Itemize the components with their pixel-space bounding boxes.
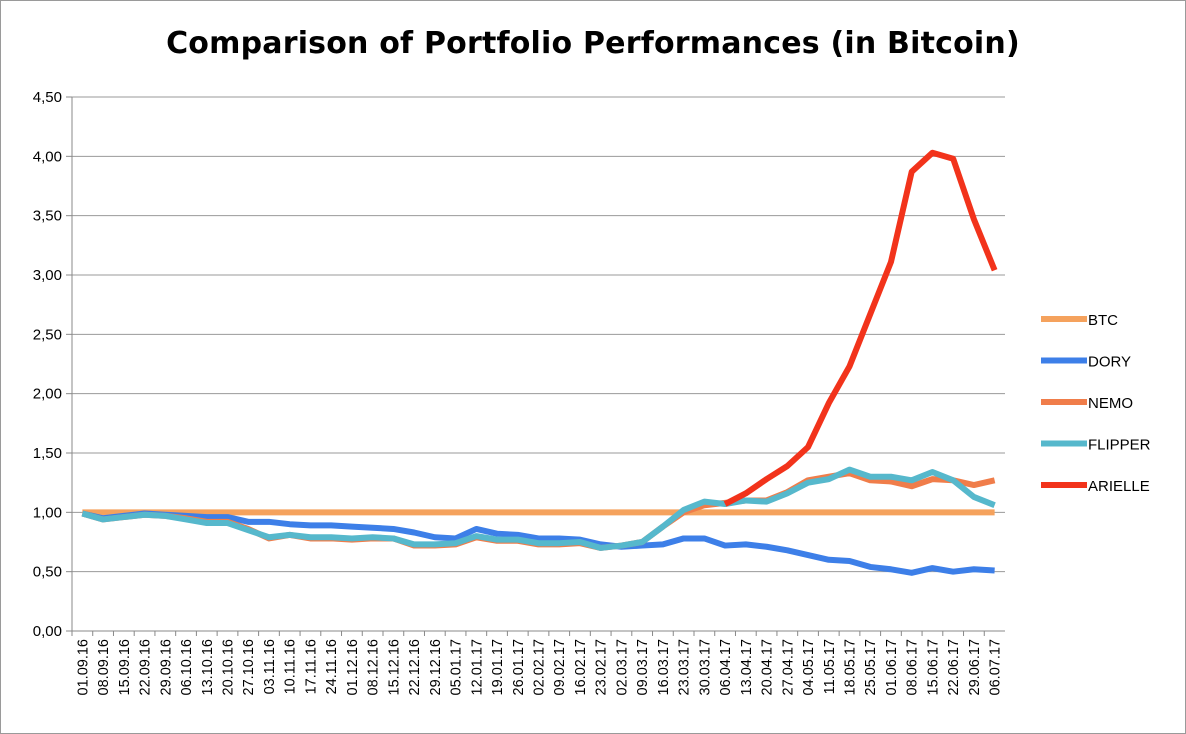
x-tick-label: 15.12.16 [386,639,402,695]
x-tick-label: 20.10.16 [221,639,237,695]
x-tick-label: 23.02.17 [594,639,610,695]
legend-label-arielle: ARIELLE [1088,478,1150,495]
x-tick-label: 06.10.16 [179,639,195,695]
x-tick-label: 09.03.17 [635,639,651,695]
x-tick-label: 02.02.17 [532,639,548,695]
y-tick-label: 0,00 [33,623,62,640]
x-tick-label: 17.11.16 [303,639,319,694]
series-line-flipper [81,466,996,551]
x-tick-label: 22.09.16 [138,639,154,695]
chart-title: Comparison of Portfolio Performances (in… [166,26,1020,61]
x-tick-label: 01.12.16 [345,639,361,695]
x-tick-label: 01.06.17 [884,639,900,695]
x-tick-label: 06.07.17 [988,639,1004,695]
x-tick-label: 01.09.16 [75,639,91,695]
x-tick-label: 27.10.16 [241,639,257,695]
x-tick-label: 20.04.17 [760,639,776,695]
x-tick-label: 24.11.16 [324,639,340,694]
x-tick-label: 05.01.17 [449,639,465,695]
x-tick-label: 23.03.17 [677,639,693,695]
y-tick-label: 4,50 [33,89,62,106]
legend-label-nemo: NEMO [1088,395,1133,412]
y-tick-label: 4,00 [33,148,62,165]
x-tick-label: 29.09.16 [158,639,174,695]
x-tick-label: 29.12.16 [428,639,444,695]
legend-label-btc: BTC [1088,312,1118,329]
x-tick-label: 09.02.17 [552,639,568,695]
x-axis-ticks: 01.09.16 08.09.16 15.09.16 22.09.16 29.09.16… [71,631,1004,695]
x-tick-label: 16.03.17 [656,639,672,695]
x-tick-label: 27.04.17 [780,639,796,695]
x-tick-label: 19.01.17 [490,639,506,695]
y-tick-label: 0,50 [33,564,62,581]
y-tick-label: 2,50 [33,326,62,343]
x-tick-label: 13.04.17 [739,639,755,695]
axes [71,97,1005,632]
series-lines [81,149,998,576]
x-tick-label: 08.09.16 [96,639,112,695]
x-tick-label: 11.05.17 [822,639,838,694]
y-tick-label: 3,50 [33,208,62,225]
x-tick-label: 12.01.17 [469,639,485,695]
legend-label-flipper: FLIPPER [1088,437,1151,454]
x-tick-label: 22.12.16 [407,639,423,695]
x-tick-label: 13.10.16 [200,639,216,695]
x-tick-label: 15.09.16 [117,639,133,695]
y-tick-label: 3,00 [33,267,62,284]
x-tick-label: 08.06.17 [905,639,921,695]
x-tick-label: 15.06.17 [925,639,941,695]
x-tick-label: 03.11.16 [262,639,278,694]
y-tick-label: 1,50 [33,445,62,462]
x-tick-label: 10.11.16 [283,639,299,694]
y-tick-label: 1,00 [33,504,62,521]
series-line-arielle [723,149,998,507]
x-tick-label: 18.05.17 [843,639,859,695]
legend: BTC DORY NEMO FLIPPER ARIELLE [1041,312,1151,495]
x-tick-label: 22.06.17 [946,639,962,695]
x-tick-label: 25.05.17 [863,639,879,695]
series-line-dory [81,510,995,576]
x-tick-label: 26.01.17 [511,639,527,695]
x-tick-label: 04.05.17 [801,639,817,695]
x-tick-label: 06.04.17 [718,639,734,695]
y-axis-ticks: 0,00 0,50 1,00 1,50 2,00 2,50 3,00 3,50 4,00 4,50 [33,89,72,640]
x-tick-label: 08.12.16 [366,639,382,695]
legend-label-dory: DORY [1088,354,1131,371]
y-tick-label: 2,00 [33,386,62,403]
x-tick-label: 29.06.17 [967,639,983,695]
x-tick-label: 16.02.17 [573,639,589,695]
x-tick-label: 02.03.17 [614,639,630,695]
x-tick-label: 30.03.17 [697,639,713,695]
